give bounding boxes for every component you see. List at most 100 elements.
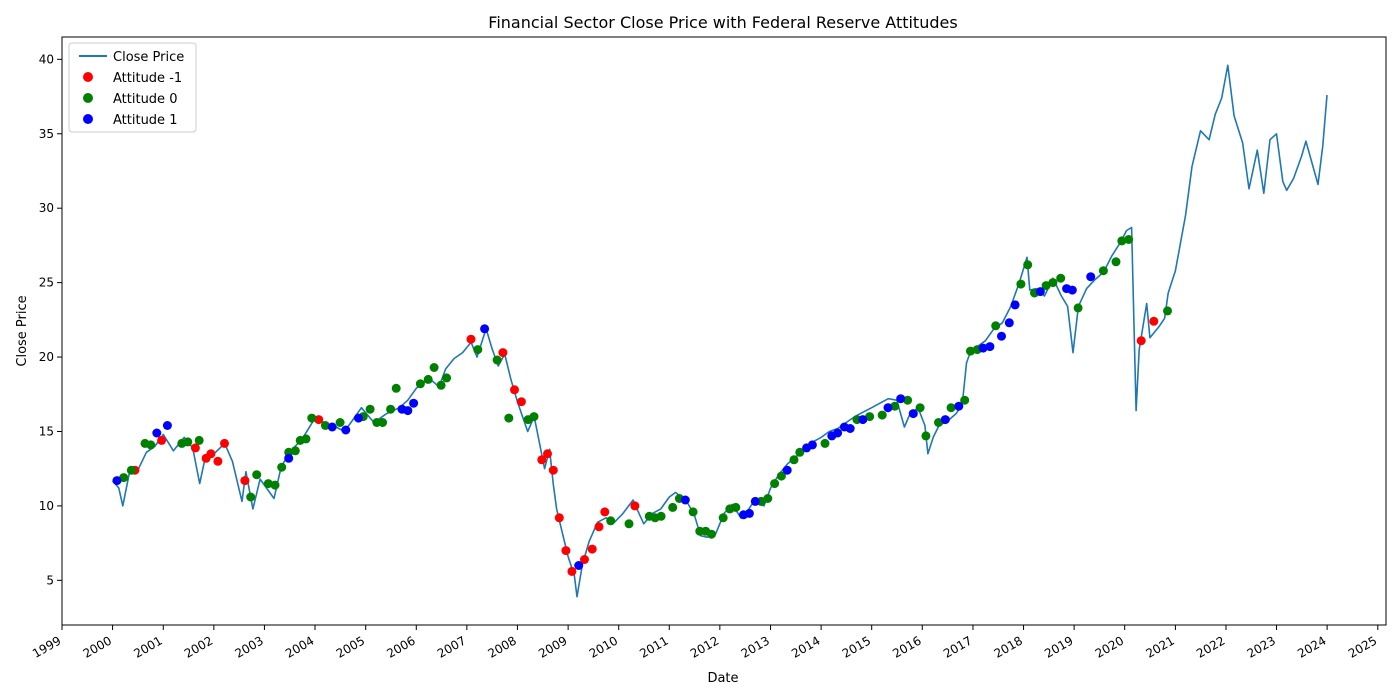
legend-label-attitude-neg: Attitude -1 bbox=[113, 71, 182, 86]
point-attitude-zero bbox=[429, 363, 439, 372]
point-attitude-neg bbox=[314, 415, 324, 425]
point-attitude-zero bbox=[263, 479, 273, 489]
y-tick-label: 30 bbox=[39, 201, 54, 215]
point-attitude-neg bbox=[587, 544, 597, 554]
point-attitude-zero bbox=[795, 447, 805, 457]
point-attitude-zero bbox=[668, 502, 678, 512]
point-attitude-neg bbox=[190, 443, 200, 453]
point-attitude-pos bbox=[883, 403, 893, 413]
point-attitude-zero bbox=[776, 471, 786, 481]
plot-frame bbox=[61, 36, 1387, 626]
point-attitude-zero bbox=[991, 321, 1001, 331]
point-attitude-zero bbox=[365, 404, 375, 414]
point-attitude-pos bbox=[845, 424, 855, 433]
y-tick-label: 40 bbox=[39, 52, 54, 66]
point-attitude-pos bbox=[403, 406, 413, 416]
point-attitude-neg bbox=[157, 435, 167, 445]
legend-label-attitude-pos: Attitude 1 bbox=[113, 113, 177, 128]
point-attitude-neg bbox=[206, 449, 216, 459]
point-attitude-pos bbox=[833, 428, 843, 438]
y-tick-label: 10 bbox=[39, 499, 54, 513]
point-attitude-zero bbox=[688, 507, 698, 517]
point-attitude-zero bbox=[504, 413, 514, 423]
point-attitude-neg bbox=[567, 566, 577, 576]
point-attitude-pos bbox=[1086, 272, 1096, 282]
point-attitude-zero bbox=[1056, 273, 1066, 283]
point-attitude-zero bbox=[378, 418, 388, 427]
point-attitude-zero bbox=[335, 418, 345, 427]
point-attitude-zero bbox=[770, 479, 780, 489]
point-attitude-pos bbox=[1067, 285, 1077, 295]
point-attitude-neg bbox=[594, 522, 604, 532]
point-attitude-zero bbox=[307, 413, 317, 423]
point-attitude-zero bbox=[270, 480, 280, 490]
point-attitude-pos bbox=[284, 453, 294, 463]
point-attitude-zero bbox=[146, 440, 156, 450]
point-attitude-zero bbox=[1048, 278, 1058, 288]
point-attitude-neg bbox=[466, 334, 476, 344]
point-attitude-pos bbox=[480, 324, 490, 334]
point-attitude-zero bbox=[763, 494, 773, 503]
point-attitude-zero bbox=[1016, 279, 1026, 289]
point-attitude-zero bbox=[624, 519, 634, 529]
y-tick-label: 20 bbox=[39, 350, 54, 364]
point-attitude-pos bbox=[954, 401, 964, 411]
point-attitude-zero bbox=[1073, 303, 1083, 313]
point-attitude-neg bbox=[1149, 316, 1159, 326]
point-attitude-zero bbox=[246, 492, 256, 502]
point-attitude-zero bbox=[1163, 306, 1172, 316]
point-attitude-pos bbox=[112, 476, 122, 486]
point-attitude-pos bbox=[750, 496, 760, 506]
point-attitude-zero bbox=[915, 403, 925, 413]
scatter-group bbox=[112, 235, 1172, 576]
point-attitude-zero bbox=[903, 395, 913, 405]
y-axis: 5 10 15 20 25 30 35 40 bbox=[39, 52, 62, 587]
point-attitude-pos bbox=[908, 409, 918, 419]
point-attitude-pos bbox=[896, 394, 906, 404]
point-attitude-pos bbox=[680, 495, 690, 505]
point-attitude-zero bbox=[731, 502, 741, 512]
point-attitude-zero bbox=[865, 412, 875, 422]
y-tick-label: 15 bbox=[39, 424, 54, 438]
point-attitude-pos bbox=[1004, 318, 1014, 328]
y-axis-label: Close Price bbox=[15, 295, 30, 366]
point-attitude-zero bbox=[415, 379, 425, 389]
point-attitude-zero bbox=[290, 446, 300, 456]
legend-label-close-price: Close Price bbox=[113, 50, 184, 65]
point-attitude-zero bbox=[946, 403, 956, 413]
point-attitude-neg bbox=[554, 513, 564, 523]
point-attitude-zero bbox=[436, 380, 446, 390]
point-attitude-zero bbox=[890, 401, 900, 411]
point-attitude-zero bbox=[966, 346, 975, 356]
point-attitude-zero bbox=[934, 418, 943, 427]
x-axis-label: Date bbox=[707, 671, 738, 686]
plot-area bbox=[61, 36, 1387, 626]
point-attitude-pos bbox=[341, 425, 351, 435]
point-attitude-zero bbox=[960, 395, 970, 405]
point-attitude-neg bbox=[1136, 336, 1146, 346]
point-attitude-neg bbox=[630, 501, 640, 511]
point-attitude-zero bbox=[119, 473, 129, 483]
point-attitude-neg bbox=[498, 348, 508, 358]
point-attitude-pos bbox=[940, 415, 950, 425]
point-attitude-zero bbox=[1117, 236, 1127, 246]
point-attitude-zero bbox=[606, 516, 616, 526]
point-attitude-zero bbox=[820, 438, 830, 448]
point-attitude-pos bbox=[858, 415, 868, 425]
point-attitude-neg bbox=[580, 555, 589, 564]
legend-box bbox=[68, 42, 197, 133]
point-attitude-pos bbox=[162, 421, 172, 430]
point-attitude-neg bbox=[537, 455, 547, 465]
point-attitude-pos bbox=[744, 508, 754, 518]
chart-title: Financial Sector Close Price with Federa… bbox=[488, 13, 957, 32]
point-attitude-zero bbox=[194, 435, 204, 445]
legend: Close Price Attitude -1 Attitude 0 Attit… bbox=[68, 42, 197, 133]
point-attitude-zero bbox=[1023, 260, 1033, 270]
y-tick-label: 5 bbox=[46, 573, 54, 587]
y-tick-label: 25 bbox=[39, 276, 54, 290]
point-attitude-neg bbox=[510, 385, 519, 395]
point-attitude-zero bbox=[1111, 257, 1121, 267]
point-attitude-pos bbox=[978, 343, 988, 353]
